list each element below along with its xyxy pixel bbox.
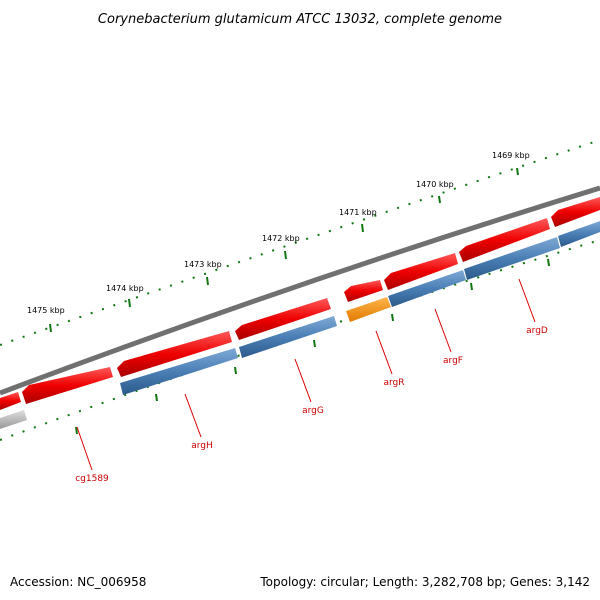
leader-argG bbox=[294, 358, 312, 403]
leader-cg1589 bbox=[76, 426, 93, 471]
ruler-inner-tick bbox=[75, 426, 78, 435]
leader-argH bbox=[184, 393, 202, 438]
ruler-inner-tick bbox=[155, 393, 158, 402]
label-leaders bbox=[76, 278, 536, 471]
ruler-inner-tick bbox=[234, 366, 237, 375]
forward-strand bbox=[0, 197, 600, 410]
ruler-label-1475: 1475 kbp bbox=[27, 306, 65, 315]
ruler-inner-tick bbox=[547, 258, 550, 267]
gene-arrow-forward[interactable] bbox=[344, 280, 383, 302]
ruler-major-tick bbox=[128, 298, 131, 308]
ruler-major-tick bbox=[516, 167, 519, 176]
leader-argF bbox=[434, 308, 452, 353]
gene-label-argR[interactable]: argR bbox=[383, 378, 404, 388]
ruler-label-1471: 1471 kbp bbox=[339, 208, 377, 217]
topology-text: Topology: circular; Length: 3,282,708 bp… bbox=[260, 575, 590, 589]
ruler-label-1473: 1473 kbp bbox=[184, 260, 222, 269]
gene-bar-argD[interactable] bbox=[464, 237, 560, 280]
gene-label-argF[interactable]: argF bbox=[443, 356, 463, 366]
leader-argR bbox=[375, 330, 393, 375]
ruler-inner-tick bbox=[313, 339, 316, 348]
gene-label-argH[interactable]: argH bbox=[191, 441, 213, 451]
ruler-outer: 1469 kbp 1470 kbp 1471 kbp 1472 kbp 1473… bbox=[0, 139, 600, 346]
gene-bar-gray[interactable] bbox=[0, 410, 27, 429]
reverse-strand bbox=[0, 221, 600, 429]
gene-bar-argF[interactable] bbox=[388, 270, 466, 307]
gene-arrow-forward[interactable] bbox=[117, 331, 232, 377]
gene-arrow-forward[interactable] bbox=[235, 298, 331, 340]
gene-bar-argG[interactable] bbox=[239, 316, 337, 358]
gene-arrow-forward[interactable] bbox=[22, 367, 113, 404]
leader-argD bbox=[518, 278, 536, 323]
ruler-label-1469: 1469 kbp bbox=[492, 151, 530, 160]
gene-arrow-forward[interactable] bbox=[551, 197, 600, 227]
ruler-label-1470: 1470 kbp bbox=[416, 180, 454, 189]
ruler-label-1472: 1472 kbp bbox=[262, 234, 300, 243]
ruler-label-1474: 1474 kbp bbox=[106, 284, 144, 293]
ruler-major-tick bbox=[49, 323, 52, 333]
ruler-inner-dots bbox=[0, 239, 600, 441]
gene-bar-argR[interactable] bbox=[346, 297, 391, 322]
map-title: Corynebacterium glutamicum ATCC 13032, c… bbox=[98, 12, 502, 27]
ruler-inner-tick bbox=[391, 313, 394, 322]
accession-text: Accession: NC_006958 bbox=[10, 575, 147, 589]
gene-bar-argH[interactable] bbox=[120, 348, 238, 395]
ruler-major-tick bbox=[284, 250, 287, 260]
ruler-major-tick bbox=[206, 276, 209, 286]
ruler-inner bbox=[0, 239, 600, 441]
gene-label-argD[interactable]: argD bbox=[526, 326, 548, 336]
gene-arrow-forward[interactable] bbox=[459, 218, 550, 262]
gene-arrow-forward[interactable] bbox=[384, 253, 458, 290]
ruler-inner-tick bbox=[470, 282, 473, 291]
ruler-major-tick bbox=[438, 195, 441, 204]
gene-arrow-forward[interactable] bbox=[0, 392, 21, 410]
gene-label-cg1589[interactable]: cg1589 bbox=[75, 474, 109, 484]
ruler-major-tick bbox=[361, 223, 364, 233]
gene-labels: argD argF argR argG argH cg1589 bbox=[75, 326, 548, 484]
genome-backbone bbox=[0, 185, 600, 396]
gene-label-argG[interactable]: argG bbox=[302, 406, 324, 416]
gene-bar-next[interactable] bbox=[558, 221, 600, 247]
